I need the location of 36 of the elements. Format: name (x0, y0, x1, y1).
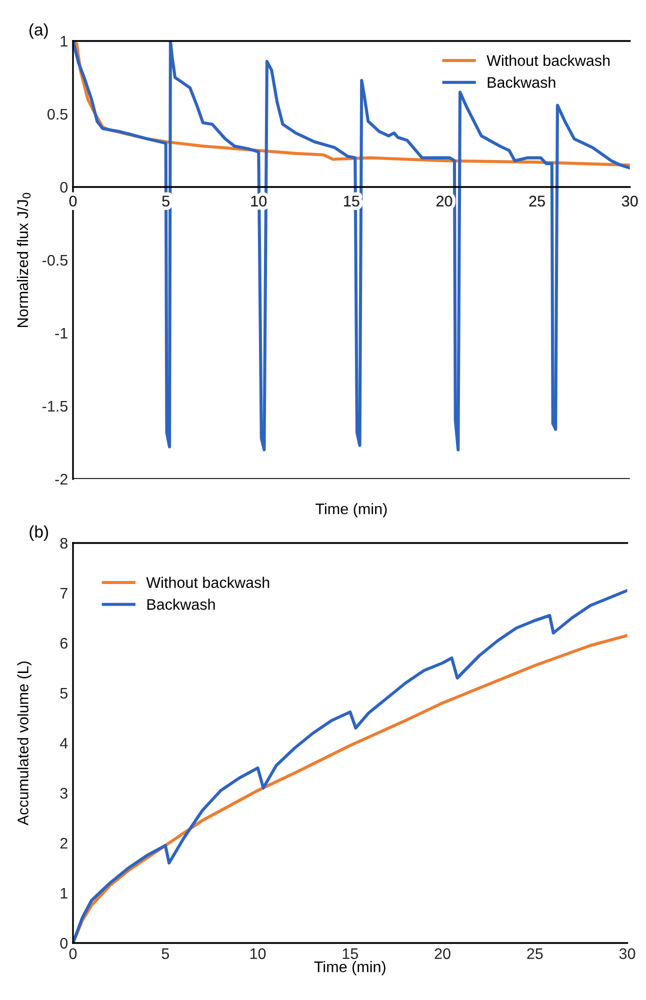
x-tick-label: 30 (619, 948, 636, 960)
y-tick-label: 7 (60, 588, 68, 599)
legend-label: Without backwash (146, 576, 270, 588)
y-tick-label: -2 (55, 474, 68, 485)
y-tick-label: 8 (60, 538, 68, 549)
y-tick-label: 4 (60, 738, 68, 749)
legend-label: Without backwash (486, 54, 610, 66)
y-axis-title: Accumulated volume (L) (17, 662, 32, 826)
x-tick-label: 30 (622, 196, 638, 207)
y-axis-title: Normalized flux J/J$_{0}$ (16, 192, 31, 327)
y-tick-label: 2 (60, 838, 68, 849)
chart-title: (b) (30, 525, 48, 541)
x-tick-label: 0 (69, 948, 77, 960)
x-tick-label: 25 (529, 196, 545, 207)
y-tick-label: 1 (60, 36, 68, 47)
y-tick-label: -0.5 (42, 254, 68, 266)
x-tick-label: 25 (527, 948, 543, 960)
x-tick-label: 5 (162, 948, 169, 960)
y-tick-label: 0 (60, 938, 68, 949)
x-tick-label: 20 (436, 196, 452, 207)
y-tick-label: 5 (60, 688, 68, 699)
y-tick-label: -1.5 (42, 401, 68, 412)
x-axis-title: Time (min) (314, 961, 386, 976)
chart-title: (a) (29, 23, 48, 39)
y-tick-label: 0.5 (48, 108, 68, 120)
y-tick-label: 3 (60, 788, 68, 799)
x-tick-label: 15 (342, 948, 358, 960)
legend-label: Backwash (147, 598, 215, 610)
y-tick-label: 6 (60, 638, 68, 649)
y-tick-label: 0 (60, 182, 68, 193)
y-tick-label: -1 (55, 328, 68, 339)
x-tick-label: 10 (250, 948, 266, 960)
x-tick-label: 20 (434, 948, 450, 960)
x-axis-title: Time (min) (316, 503, 387, 518)
y-tick-label: 1 (60, 888, 68, 899)
legend-label: Backwash (488, 76, 556, 88)
